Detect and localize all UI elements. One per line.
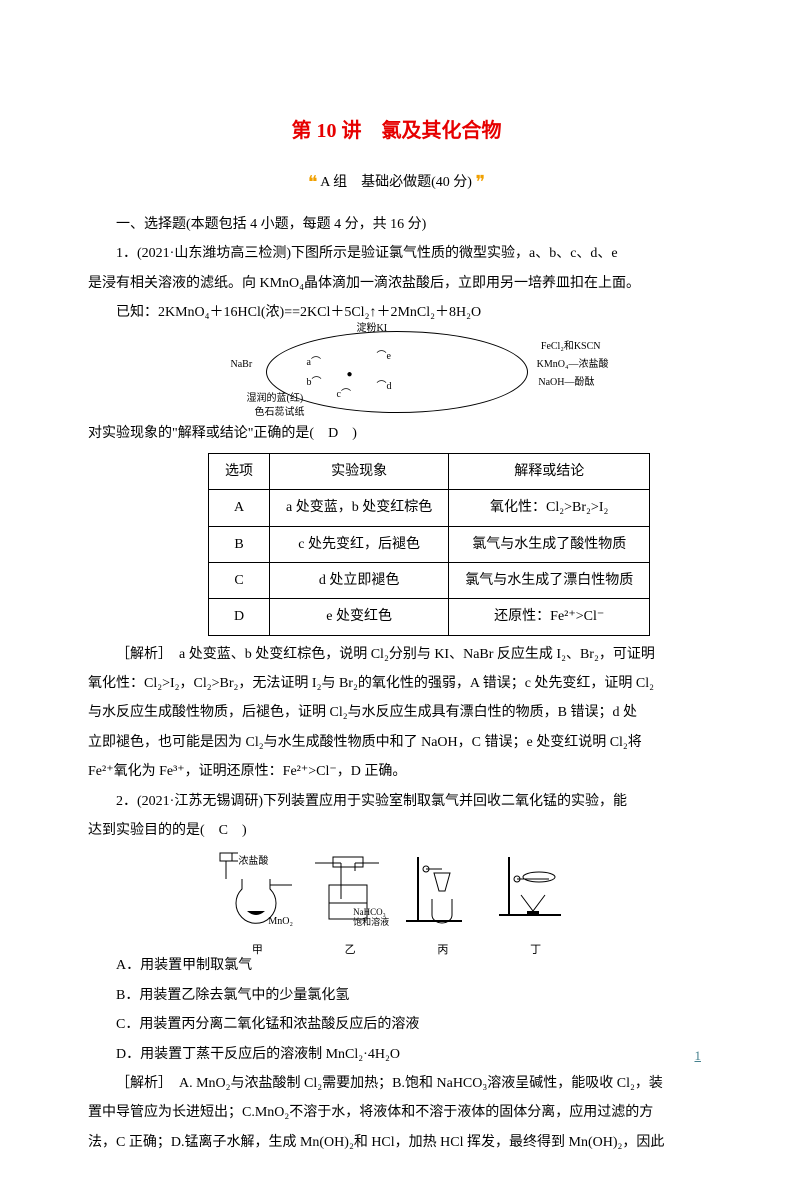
table-row: D e 处变红色 还原性：Fe²⁺>Cl⁻ <box>209 599 650 635</box>
q1-analysis-3: 与水反应生成酸性物质，后褪色，证明 Cl₂与水反应生成具有漂白性的物质，B 错误… <box>88 698 705 727</box>
q1-stem-line2: 是浸有相关溶液的滤纸。向 KMnO₄晶体滴加一滴浓盐酸后，立即用另一培养皿扣在上… <box>88 269 705 298</box>
apparatus-b: NaHCO₃ 饱和溶液 乙 <box>305 849 395 944</box>
diagram-label-r3: NaOH—酚酞 <box>538 372 594 393</box>
q2-stem-line2: 达到实验目的的是( C ) <box>88 816 705 845</box>
q2-stem-line1: 2．(2021·江苏无锡调研)下列装置应用于实验室制取氯气并回收二氧化锰的实验，… <box>88 787 705 816</box>
q1-intro-after: 对实验现象的"解释或结论"正确的是( D ) <box>88 419 705 448</box>
q1-options-table: 选项 实验现象 解释或结论 A a 处变蓝，b 处变红棕色 氧化性：Cl₂>Br… <box>208 453 650 636</box>
q1-known: 已知：2KMnO₄＋16HCl(浓)==2KCl＋5Cl₂↑＋2MnCl₂＋8H… <box>88 298 705 327</box>
q1-analysis-5: Fe²⁺氧化为 Fe³⁺，证明还原性：Fe²⁺>Cl⁻，D 正确。 <box>88 757 705 786</box>
q2-option-c: C．用装置丙分离二氧化锰和浓盐酸反应后的溶液 <box>88 1010 705 1039</box>
th-conclusion: 解释或结论 <box>449 453 650 489</box>
q2-option-d: D．用装置丁蒸干反应后的溶液制 MnCl₂·4H₂O <box>88 1040 705 1069</box>
q1-analysis-4: 立即褪色，也可能是因为 Cl₂与水生成酸性物质中和了 NaOH，C 错误；e 处… <box>88 728 705 757</box>
section-heading: 一、选择题(本题包括 4 小题，每题 4 分，共 16 分) <box>88 210 705 239</box>
page-number: 1 <box>695 1048 702 1064</box>
table-row: B c 处先变红，后褪色 氯气与水生成了酸性物质 <box>209 526 650 562</box>
deco-right-icon: ❞ <box>475 172 485 192</box>
petri-dish-diagram: 淀粉KI NaBr FeCl₂和KSCN KMnO₄—浓盐酸 NaOH—酚酞 湿… <box>266 331 528 413</box>
page-title: 第 10 讲 氯及其化合物 <box>88 110 705 152</box>
apparatus-d: 丁 <box>491 849 581 944</box>
group-heading: ❝ A 组 基础必做题(40 分) ❞ <box>88 164 705 202</box>
q1-analysis-1: ［解析］ a 处变蓝、b 处变红棕色，说明 Cl₂分别与 KI、NaBr 反应生… <box>88 640 705 669</box>
table-row: C d 处立即褪色 氯气与水生成了漂白性物质 <box>209 562 650 598</box>
th-option: 选项 <box>209 453 270 489</box>
diagram-label-b2: 色石蕊试纸 <box>255 402 305 423</box>
apparatus-a: 浓盐酸 MnO₂ 甲 <box>212 849 302 944</box>
apparatus-c: 丙 <box>398 849 488 944</box>
q2-option-a: A．用装置甲制取氯气 <box>88 951 705 980</box>
group-text: A 组 基础必做题(40 分) <box>320 175 472 190</box>
q1-analysis-2: 氧化性：Cl₂>I₂，Cl₂>Br₂，无法证明 I₂与 Br₂的氧化性的强弱，A… <box>88 669 705 698</box>
th-phenomenon: 实验现象 <box>270 453 449 489</box>
apparatus-diagram: 浓盐酸 MnO₂ 甲 NaHCO₃ 饱和溶液 乙 <box>88 849 705 949</box>
table-row: A a 处变蓝，b 处变红棕色 氧化性：Cl₂>Br₂>I₂ <box>209 490 650 526</box>
q2-analysis-3: 法，C 正确；D.锰离子水解，生成 Mn(OH)₂和 HCl，加热 HCl 挥发… <box>88 1128 705 1157</box>
diagram-label-left: NaBr <box>231 354 253 375</box>
diagram-label-top: 淀粉KI <box>357 318 388 339</box>
deco-left-icon: ❝ <box>308 172 318 192</box>
q2-analysis-2: 置中导管应为长进短出；C.MnO₂不溶于水，将液体和不溶于液体的固体分离，应用过… <box>88 1098 705 1127</box>
q2-analysis-1: ［解析］ A. MnO₂与浓盐酸制 Cl₂需要加热；B.饱和 NaHCO₃溶液呈… <box>88 1069 705 1098</box>
q1-stem-line1: 1．(2021·山东潍坊高三检测)下图所示是验证氯气性质的微型实验，a、b、c、… <box>88 239 705 268</box>
q2-option-b: B．用装置乙除去氯气中的少量氯化氢 <box>88 981 705 1010</box>
